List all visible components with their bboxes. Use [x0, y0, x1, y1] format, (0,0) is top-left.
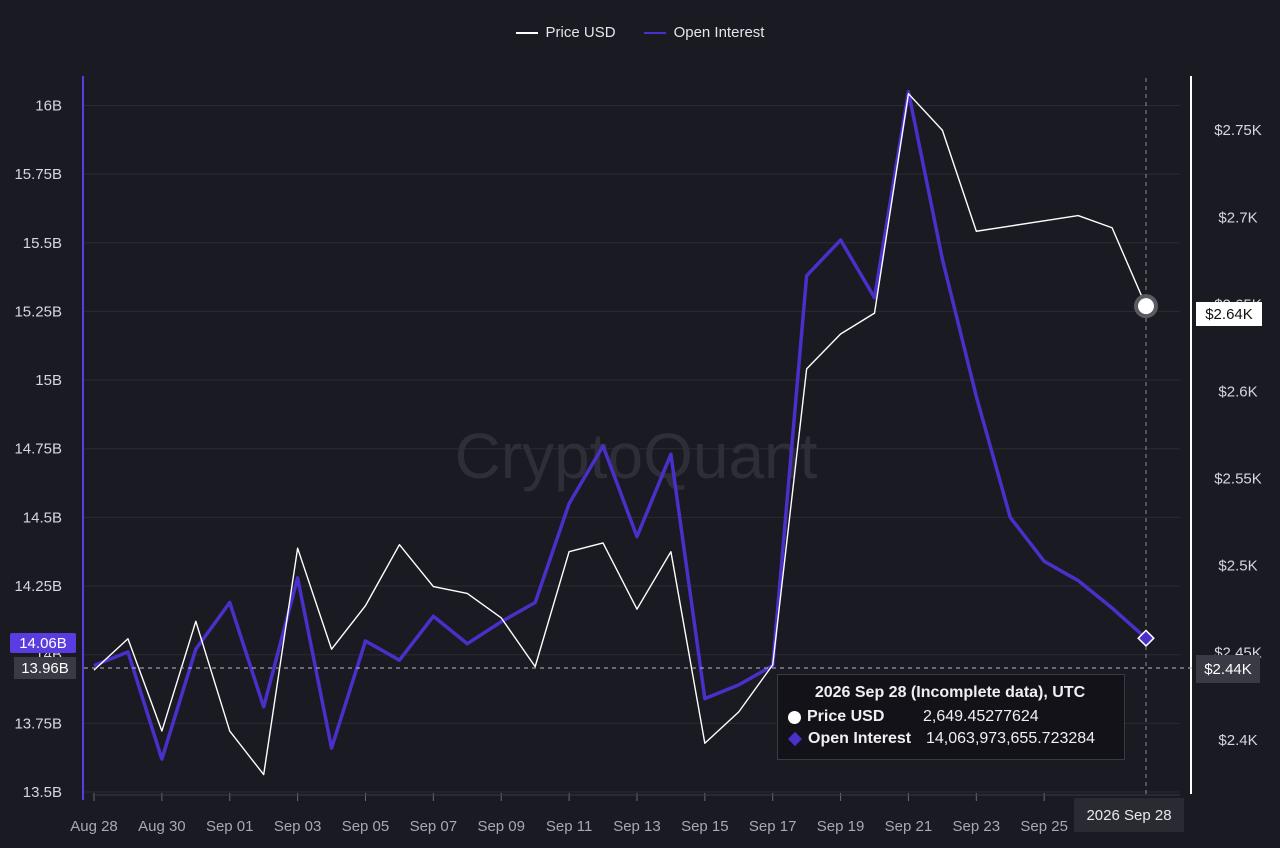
y-left-tick-label: 13.75B	[14, 715, 62, 732]
y-left-tick-label: 15.75B	[14, 166, 62, 183]
price-current-badge: $2.64K	[1196, 302, 1262, 326]
legend-label-open-interest: Open Interest	[673, 24, 765, 41]
watermark: CryptoQuant	[455, 420, 818, 492]
tooltip-oi-label: Open Interest	[808, 730, 912, 747]
x-tick-label: Sep 25	[1020, 818, 1068, 835]
tooltip: 2026 Sep 28 (Incomplete data), UTC Price…	[777, 674, 1125, 760]
x-tick-label: Sep 11	[546, 818, 592, 835]
oi-cursor-badge: 13.96B	[14, 657, 76, 679]
series-line-price	[93, 92, 1147, 776]
tooltip-title: 2026 Sep 28 (Incomplete data), UTC	[814, 684, 1086, 701]
x-tick-label: Sep 21	[885, 818, 933, 835]
price-marker	[1138, 298, 1154, 315]
y-right-tick-label: $2.4K	[1218, 732, 1257, 749]
axes: 13.5B13.75B14B14.25B14.5B14.75B15B15.25B…	[14, 76, 1262, 835]
x-tick-label: Sep 09	[477, 818, 525, 835]
x-tick-label: Sep 19	[817, 818, 865, 835]
price-cursor-badge: $2.44K	[1196, 655, 1260, 683]
y-left-tick-label: 15.25B	[14, 303, 62, 320]
legend-swatch-open-interest	[643, 31, 666, 34]
legend-item-open-interest[interactable]: Open Interest	[643, 24, 765, 41]
x-tick-label: Sep 13	[613, 818, 661, 835]
legend: Price USD Open Interest	[0, 24, 1280, 41]
y-left-tick-label: 13.5B	[23, 784, 62, 801]
legend-label-price: Price USD	[545, 24, 616, 41]
x-tick-label: Sep 01	[206, 818, 254, 835]
price-dot-icon	[788, 710, 801, 724]
y-left-tick-label: 15.5B	[23, 235, 62, 252]
y-left-tick-label: 14.5B	[23, 509, 62, 526]
y-right-tick-label: $2.6K	[1218, 383, 1257, 400]
y-right-tick-label: $2.75K	[1214, 122, 1262, 139]
y-right-tick-label: $2.55K	[1214, 471, 1262, 488]
oi-diamond-icon	[787, 731, 803, 747]
tooltip-row-price: Price USD 2,649.45277624	[788, 706, 1112, 728]
legend-swatch-price	[515, 31, 538, 34]
x-tick-label: Sep 05	[342, 818, 390, 835]
x-tick-label: Sep 03	[274, 818, 322, 835]
y-left-tick-label: 14.25B	[14, 578, 62, 595]
series	[93, 89, 1148, 776]
tooltip-price-label: Price USD	[807, 708, 885, 725]
x-tick-label: Sep 17	[749, 818, 797, 835]
tooltip-oi-value: 14,063,973,655.723284	[926, 730, 1096, 747]
open-interest-marker	[1137, 629, 1155, 648]
x-tick-label: Sep 15	[681, 818, 729, 835]
y-left-tick-label: 16B	[35, 97, 62, 114]
grid-lines	[84, 104, 1180, 793]
x-tick-label: Aug 28	[70, 818, 118, 835]
y-right-tick-label: $2.7K	[1218, 209, 1257, 226]
tooltip-price-value: 2,649.45277624	[923, 708, 1039, 725]
x-tick-label: Aug 30	[138, 818, 186, 835]
oi-current-badge: 14.06B	[10, 633, 76, 653]
y-left-tick-label: 15B	[35, 372, 62, 389]
legend-item-price[interactable]: Price USD	[515, 24, 616, 41]
crosshair-date-badge: 2026 Sep 28	[1074, 798, 1184, 832]
tooltip-row-open-interest: Open Interest 14,063,973,655.723284	[787, 728, 1112, 750]
x-tick-label: Sep 07	[410, 818, 458, 835]
markers	[84, 78, 1196, 796]
y-left-tick-label: 14.75B	[14, 441, 62, 458]
x-tick-label: Sep 23	[953, 818, 1001, 835]
series-line-open-interest	[93, 89, 1148, 761]
y-right-tick-label: $2.5K	[1218, 558, 1257, 575]
